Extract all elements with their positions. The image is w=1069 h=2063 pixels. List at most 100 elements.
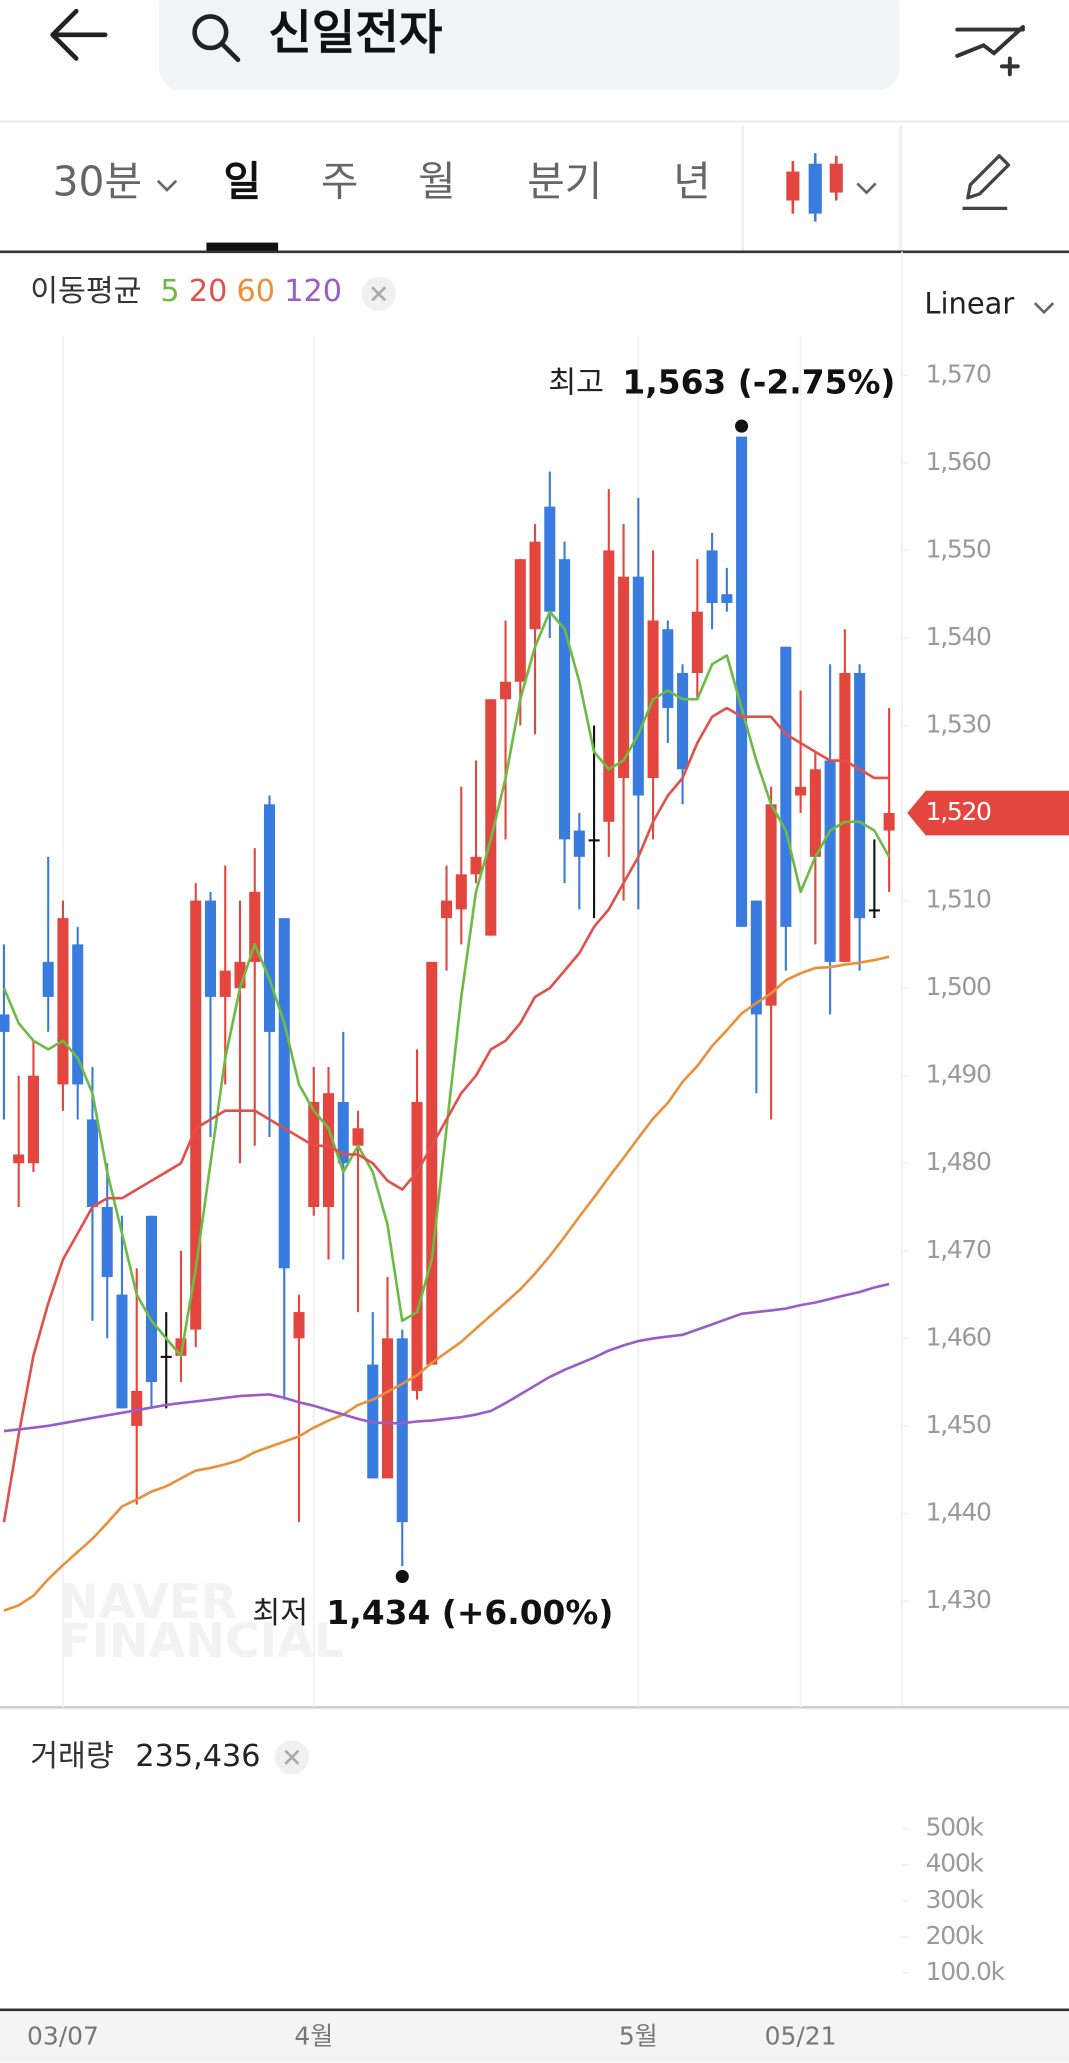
volume-bar — [486, 1901, 497, 2009]
volume-bar — [220, 1927, 231, 2009]
volume-bar — [412, 1884, 423, 2009]
volume-bar — [102, 1956, 113, 2009]
candle-body — [765, 804, 777, 1006]
low-marker — [395, 1569, 409, 1584]
volume-bar — [28, 1940, 39, 2009]
volume-bar — [427, 1898, 438, 2009]
candle-body — [470, 856, 482, 875]
candle-body — [42, 961, 54, 997]
candle-body — [500, 681, 512, 700]
volume-bar — [825, 1898, 836, 2009]
volume-bar — [87, 1915, 98, 2009]
price-tag — [907, 790, 1069, 836]
draw-button[interactable] — [962, 154, 1011, 211]
volume-bar — [574, 1934, 585, 2009]
candle-body — [293, 1312, 305, 1339]
y-tick-label: 1,500 — [926, 972, 991, 1001]
compare-button[interactable] — [955, 24, 1025, 77]
y-tick-label: 400k — [926, 1849, 985, 1878]
candle-body — [795, 786, 807, 796]
high-marker — [735, 419, 749, 433]
candle-body — [278, 918, 290, 1269]
volume-bar — [545, 1931, 556, 2009]
candle-body — [234, 961, 246, 989]
volume-bar — [456, 1914, 467, 2009]
candle-body — [249, 891, 261, 962]
y-tick-label: 1,460 — [926, 1322, 991, 1351]
tab[interactable]: 분기 — [527, 158, 602, 206]
search-box[interactable] — [159, 0, 900, 91]
volume-bar — [338, 1944, 349, 2009]
volume-bar — [663, 1953, 674, 2009]
y-tick-label: 1,510 — [926, 885, 991, 914]
volume-bar — [500, 1947, 511, 2009]
legend-entry: 5 — [160, 274, 179, 309]
candle-body — [308, 1101, 320, 1208]
candle-body — [455, 874, 467, 910]
volume-title: 거래량 — [30, 1739, 113, 1774]
chevron — [156, 179, 178, 192]
x-tick-label: 05/21 — [765, 2021, 837, 2050]
tab[interactable]: 월 — [418, 158, 456, 206]
candle-body — [618, 576, 630, 779]
candle-body — [441, 900, 453, 919]
back-button[interactable] — [50, 8, 108, 61]
candle-body — [426, 961, 438, 1365]
volume-bar — [72, 1918, 83, 2009]
candle-body — [101, 1207, 113, 1278]
candle-body — [529, 541, 541, 630]
price-tag-label: 1,520 — [926, 797, 991, 826]
ma-line — [2, 610, 891, 1358]
y-tick-label: 1,450 — [926, 1410, 991, 1439]
candle-body — [854, 672, 866, 919]
volume-bar — [854, 1874, 865, 2009]
candle-body — [131, 1390, 143, 1426]
candle-body — [662, 629, 674, 709]
volume-bar — [279, 1931, 290, 2009]
y-tick-label: 1,530 — [926, 710, 991, 739]
volume-bar — [161, 1986, 172, 2009]
legend-entry: 120 — [284, 274, 342, 309]
candle-body — [544, 506, 556, 612]
legend: 5 20 60 120 — [160, 274, 342, 309]
y-tick-label: 1,480 — [926, 1147, 991, 1176]
y-tick-label: 500k — [926, 1813, 985, 1842]
volume-bar — [131, 1986, 142, 2009]
candle-body — [0, 1014, 10, 1032]
legend-close[interactable] — [361, 276, 396, 311]
volume-bar — [190, 1861, 201, 2009]
volume-bar — [323, 1970, 334, 2009]
x-tick-label: 03/07 — [27, 2021, 99, 2050]
chart-type-button[interactable] — [786, 153, 877, 222]
volume-bar — [648, 1901, 659, 2009]
tab[interactable]: 30분 — [53, 158, 142, 206]
tab[interactable]: 년 — [673, 158, 711, 206]
candle-body — [204, 900, 217, 997]
candle-body — [603, 550, 615, 822]
tab[interactable]: 주 — [321, 158, 359, 206]
volume-bar — [294, 1952, 305, 2009]
volume-bar — [589, 1931, 600, 2009]
candle-body — [160, 1355, 172, 1358]
candle-body — [13, 1154, 25, 1164]
volume-bar — [840, 1865, 851, 2009]
y-tick-label: 1,550 — [926, 534, 991, 563]
high-value: 1,563 (-2.75%) — [622, 363, 895, 402]
volume-value: 235,436 — [135, 1739, 260, 1774]
high-label: 최고 — [548, 366, 604, 401]
y-tick-label: 1,440 — [926, 1497, 991, 1526]
candle-body — [86, 1119, 98, 1208]
legend-title: 이동평균 — [30, 274, 141, 309]
legend-entry: 20 — [189, 274, 227, 309]
volume-bar — [205, 1914, 216, 2009]
candle-body — [57, 918, 69, 1085]
tab[interactable]: 일 — [224, 158, 262, 206]
volume-bar — [382, 1953, 393, 2009]
scale-mode[interactable]: Linear — [924, 287, 1014, 321]
candle-body — [824, 760, 836, 962]
volume-bar — [353, 1927, 364, 2009]
candle-body — [411, 1101, 423, 1391]
volume-close[interactable] — [274, 1740, 309, 1775]
watermark: FINANCIAL — [59, 1614, 344, 1669]
volume-bar — [515, 1931, 526, 2009]
